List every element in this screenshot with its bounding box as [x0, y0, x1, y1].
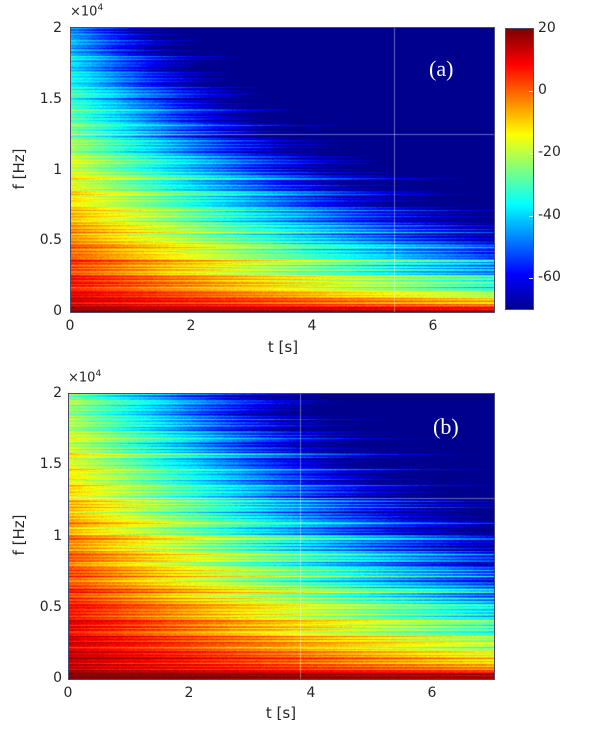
spectrogram-canvas-a — [71, 28, 494, 312]
y-axis-exponent-b: ×104 — [68, 369, 101, 385]
y-axis-label-b: f [Hz] — [10, 514, 28, 556]
colorbar-tick-label: -40 — [538, 207, 561, 223]
exponent-power: 4 — [95, 369, 102, 379]
x-tick-label: 4 — [306, 685, 316, 701]
y-tick-label: 1.5 — [39, 91, 62, 107]
colorbar-tick-label: 20 — [538, 20, 556, 36]
exponent-power: 4 — [97, 3, 104, 13]
x-tick-label: 6 — [428, 318, 438, 334]
x-tick-label: 0 — [65, 318, 75, 334]
y-axis-exponent-a: ×104 — [70, 3, 103, 19]
colorbar-tick-label: 0 — [538, 82, 547, 98]
colorbar-tick-label: -20 — [538, 144, 561, 160]
colorbar-tick-mark — [529, 153, 533, 154]
exponent-base: ×10 — [70, 4, 98, 20]
y-tick-label: 0 — [53, 670, 62, 686]
panel-label-a: (a) — [429, 56, 454, 81]
y-tick-label: 2 — [53, 20, 62, 36]
colorbar — [505, 28, 534, 310]
y-tick-label: 1.5 — [39, 456, 62, 472]
x-tick-label: 6 — [427, 685, 437, 701]
spectrogram-canvas-b — [69, 394, 494, 679]
x-tick-label: 2 — [184, 685, 194, 701]
y-tick-label: 0 — [53, 303, 62, 319]
y-axis-label-a: f [Hz] — [10, 148, 28, 190]
spectrogram-plot-a: (a) — [70, 27, 495, 313]
spectrogram-plot-b: (b) — [68, 393, 495, 680]
x-tick-label: 4 — [307, 318, 317, 334]
y-tick-label: 0.5 — [39, 232, 62, 248]
y-tick-label: 2 — [53, 385, 62, 401]
y-tick-label: 1 — [53, 162, 62, 178]
x-axis-label-b: t [s] — [265, 704, 297, 722]
colorbar-tick-mark — [529, 216, 533, 217]
colorbar-tick-mark — [529, 278, 533, 279]
y-tick-label: 1 — [53, 528, 62, 544]
panel-label-b: (b) — [433, 414, 459, 439]
x-tick-label: 2 — [186, 318, 196, 334]
colorbar-canvas — [506, 29, 533, 309]
x-axis-label-a: t [s] — [267, 338, 299, 356]
colorbar-tick-label: -60 — [538, 269, 561, 285]
colorbar-tick-mark — [529, 91, 533, 92]
x-tick-label: 0 — [63, 685, 73, 701]
exponent-base: ×10 — [68, 370, 96, 386]
y-tick-label: 0.5 — [39, 599, 62, 615]
